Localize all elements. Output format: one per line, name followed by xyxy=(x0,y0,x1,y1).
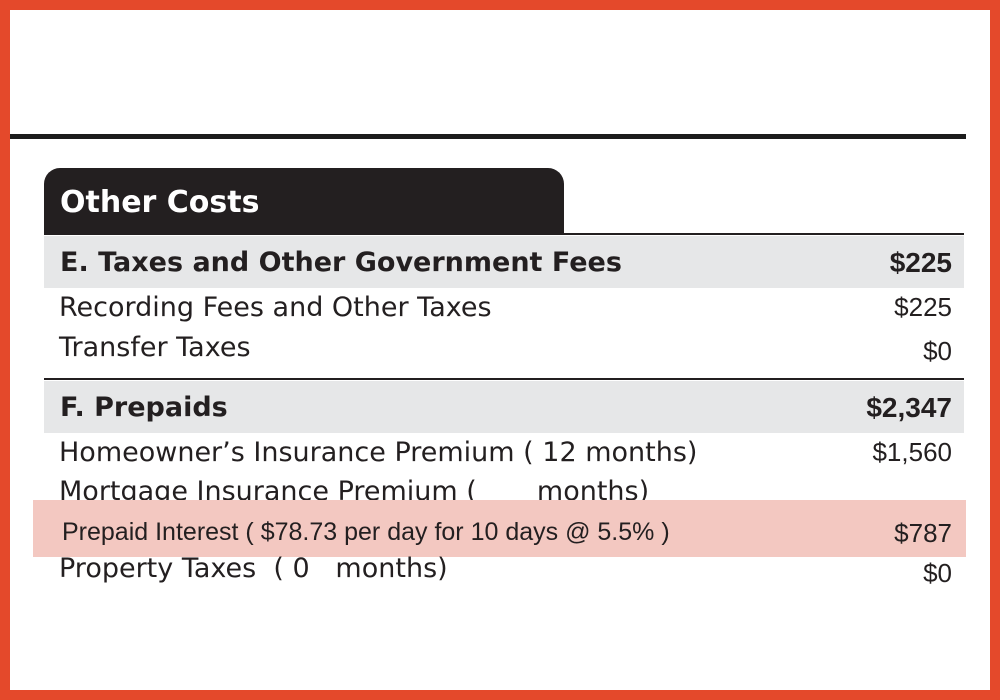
property-taxes-label: Property Taxes ( 0 months) xyxy=(59,553,448,584)
transfer-taxes-label: Transfer Taxes xyxy=(59,332,251,363)
tab-underline xyxy=(44,233,964,235)
prepaid-interest-highlight xyxy=(33,500,966,557)
recording-fees-amount: $225 xyxy=(894,292,952,322)
prepaid-interest-amount: $787 xyxy=(894,518,952,548)
homeowners-insurance-label: Homeowner’s Insurance Premium ( 12 month… xyxy=(59,437,698,468)
section-f-header: F. Prepaids $2,347 xyxy=(44,381,964,433)
property-taxes-amount: $0 xyxy=(923,558,952,588)
section-f-title: F. Prepaids xyxy=(60,392,228,423)
other-costs-tab: Other Costs xyxy=(44,168,564,234)
section-e-header: E. Taxes and Other Government Fees $225 xyxy=(44,236,964,288)
section-divider xyxy=(44,378,964,380)
transfer-taxes-amount: $0 xyxy=(923,336,952,366)
section-e-total: $225 xyxy=(889,247,952,278)
section-f-total: $2,347 xyxy=(866,392,952,423)
recording-fees-label: Recording Fees and Other Taxes xyxy=(59,292,492,323)
other-costs-title: Other Costs xyxy=(60,185,260,220)
prepaid-interest-label: Prepaid Interest ( $78.73 per day for 10… xyxy=(62,518,670,546)
section-e-title: E. Taxes and Other Government Fees xyxy=(60,247,622,278)
homeowners-insurance-amount: $1,560 xyxy=(872,437,952,467)
top-divider xyxy=(10,134,966,139)
